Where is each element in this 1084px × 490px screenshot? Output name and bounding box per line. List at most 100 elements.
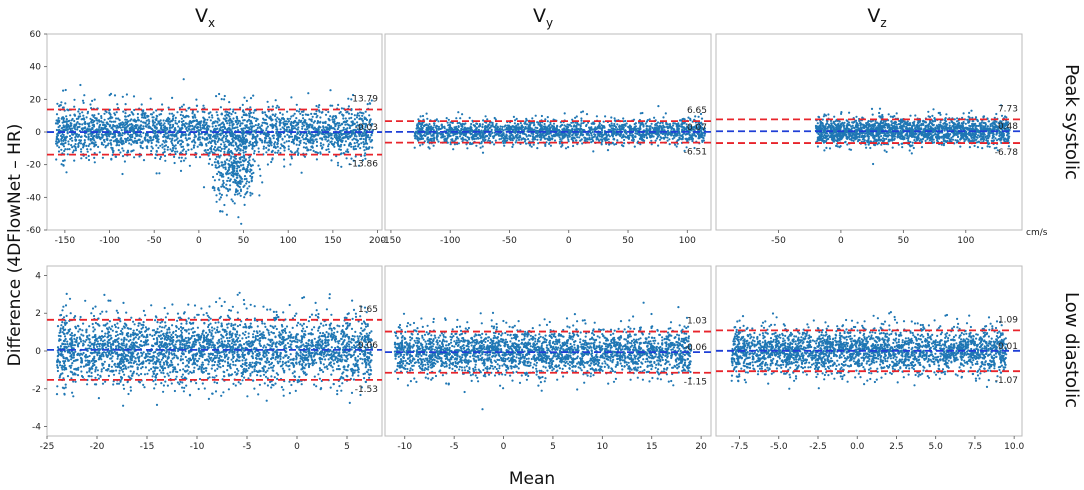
data-point <box>607 133 610 136</box>
data-point <box>480 142 483 145</box>
data-point <box>55 138 58 141</box>
data-point <box>302 117 305 120</box>
data-point <box>139 144 142 147</box>
data-point <box>234 181 237 184</box>
data-point <box>180 156 183 159</box>
data-point <box>275 126 278 129</box>
data-point <box>220 126 223 129</box>
data-point <box>87 154 90 158</box>
data-point <box>262 145 265 148</box>
data-point <box>298 140 301 143</box>
data-point <box>253 152 256 155</box>
data-point <box>66 153 69 156</box>
data-point <box>524 121 527 124</box>
data-point <box>325 148 328 151</box>
data-point <box>290 155 293 158</box>
data-point <box>152 111 155 114</box>
data-point <box>624 119 627 123</box>
data-point <box>283 135 286 138</box>
data-point <box>558 140 561 143</box>
data-point <box>369 136 372 139</box>
data-point <box>475 137 478 140</box>
data-point <box>333 141 336 144</box>
data-point <box>201 143 204 147</box>
data-point <box>65 118 68 121</box>
data-point <box>184 137 187 140</box>
data-point <box>79 142 83 145</box>
data-point <box>315 104 318 108</box>
data-point <box>420 125 423 128</box>
data-point <box>517 127 520 130</box>
data-point <box>256 118 259 121</box>
data-point <box>220 147 223 150</box>
data-point <box>413 146 416 149</box>
data-point <box>313 112 316 115</box>
data-point <box>129 126 132 130</box>
data-point <box>188 122 191 126</box>
data-point <box>125 93 128 96</box>
data-point <box>283 128 286 131</box>
data-point <box>475 126 478 129</box>
data-point <box>238 157 241 160</box>
data-point <box>277 106 280 109</box>
data-point <box>481 138 485 141</box>
data-point <box>517 123 520 126</box>
data-point <box>274 99 277 102</box>
data-point <box>121 143 124 146</box>
data-point <box>176 150 179 153</box>
data-point <box>100 116 103 120</box>
data-point <box>464 133 467 136</box>
data-point <box>103 112 106 115</box>
data-point <box>660 127 664 130</box>
data-point <box>73 159 76 162</box>
data-point <box>327 139 330 142</box>
data-point <box>322 121 325 124</box>
data-point <box>653 116 656 119</box>
data-point <box>241 134 244 137</box>
data-point <box>91 126 94 129</box>
data-point <box>534 131 537 134</box>
data-point <box>325 128 329 131</box>
data-point <box>630 139 634 142</box>
data-point <box>258 126 261 129</box>
data-point <box>159 127 163 130</box>
data-point <box>348 163 351 166</box>
data-point <box>60 101 63 104</box>
data-point <box>163 154 167 157</box>
data-point <box>242 113 245 117</box>
data-point <box>214 120 217 123</box>
data-point <box>88 143 91 146</box>
data-point <box>266 125 269 128</box>
data-point <box>448 124 452 127</box>
data-point <box>244 158 247 161</box>
data-point <box>670 126 673 129</box>
data-point <box>230 142 233 145</box>
data-point <box>222 181 225 185</box>
data-point <box>209 119 212 122</box>
data-point <box>677 138 680 141</box>
data-point <box>82 143 85 146</box>
data-point <box>613 122 616 126</box>
data-point <box>233 127 236 130</box>
data-point <box>108 125 111 128</box>
data-point <box>293 136 296 139</box>
data-point <box>214 124 217 128</box>
data-point <box>295 128 298 131</box>
data-point <box>260 139 264 142</box>
data-point <box>205 151 208 154</box>
data-point <box>268 139 271 143</box>
data-point <box>273 142 276 146</box>
data-point <box>237 216 240 219</box>
data-point <box>96 122 99 125</box>
data-point <box>668 138 671 141</box>
data-point <box>127 133 130 136</box>
data-point <box>323 136 326 139</box>
data-point <box>563 112 566 115</box>
data-point <box>209 147 212 150</box>
data-point <box>591 140 595 143</box>
data-point <box>274 118 277 121</box>
data-point <box>55 113 59 116</box>
data-point <box>123 160 126 163</box>
data-point <box>350 98 353 101</box>
data-point <box>580 122 583 125</box>
